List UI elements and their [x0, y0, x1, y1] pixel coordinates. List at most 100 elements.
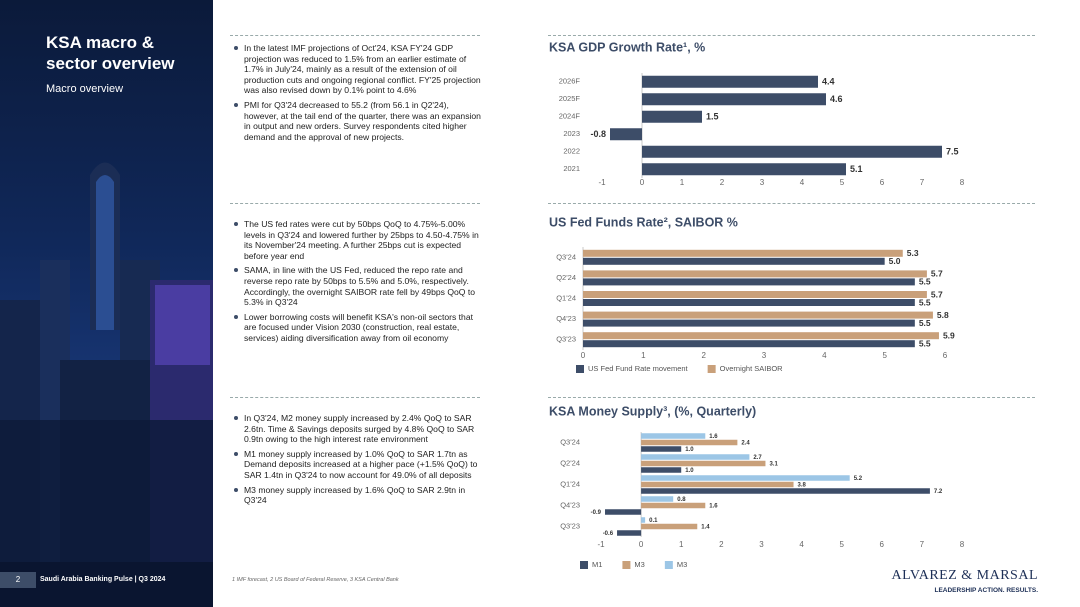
x-tick-label: 6: [880, 178, 885, 187]
legend-label: M1: [592, 560, 602, 569]
value-label: 5.0: [889, 256, 901, 266]
x-tick-label: 4: [800, 178, 805, 187]
bar: [642, 145, 942, 158]
x-tick-label: 3: [760, 178, 765, 187]
tagline: LEADERSHIP ACTION. RESULTS.: [934, 587, 1038, 594]
bar: [641, 502, 706, 509]
bar: [583, 311, 933, 319]
bar: [641, 488, 930, 494]
bar: [641, 446, 682, 452]
logo: ALVAREZ & MARSAL: [891, 568, 1038, 583]
category-label: 2025F: [559, 94, 581, 103]
text-section: The US fed rates were cut by 50bps QoQ t…: [232, 219, 484, 348]
category-label: 2021: [563, 164, 580, 173]
category-label: Q4'23: [560, 500, 580, 509]
bullet: The US fed rates were cut by 50bps QoQ t…: [234, 219, 484, 261]
value-label: 5.2: [854, 476, 863, 482]
legend-label: M3: [634, 560, 644, 569]
bar: [605, 509, 642, 515]
x-tick-label: 6: [880, 540, 885, 549]
category-label: Q1'24: [556, 293, 576, 302]
value-label: 5.9: [943, 330, 955, 340]
value-label: 4.4: [822, 77, 835, 87]
value-label: 5.5: [919, 318, 931, 328]
report-name: Saudi Arabia Banking Pulse | Q3 2024: [40, 576, 166, 583]
x-tick-label: 5: [839, 540, 844, 549]
category-label: Q2'24: [560, 458, 580, 467]
x-tick-label: 2: [701, 351, 706, 360]
value-label: 1.0: [685, 447, 694, 453]
chart-title: US Fed Funds Rate², SAIBOR %: [549, 215, 738, 229]
bar: [641, 439, 738, 446]
bar: [642, 163, 846, 176]
bullet: Lower borrowing costs will benefit KSA's…: [234, 312, 484, 344]
separator: [548, 35, 1035, 36]
category-label: Q2'24: [556, 273, 576, 282]
text-section: In the latest IMF projections of Oct'24,…: [232, 43, 484, 146]
x-tick-label: 5: [840, 178, 845, 187]
separator: [230, 397, 480, 398]
bar: [641, 433, 706, 439]
bar: [583, 249, 903, 257]
bar: [642, 75, 818, 88]
bullet: M3 money supply increased by 1.6% QoQ to…: [234, 485, 484, 506]
footnote: 1 IMF forecast, 2 US Board of Federal Re…: [232, 577, 399, 583]
legend-swatch: [622, 561, 631, 569]
category-label: 2023: [563, 129, 580, 138]
value-label: -0.6: [603, 531, 614, 537]
value-label: -0.8: [590, 129, 606, 139]
city-image: [0, 0, 213, 607]
x-tick-label: -1: [598, 178, 606, 187]
x-tick-label: 8: [960, 540, 965, 549]
separator: [230, 203, 480, 204]
category-label: Q3'24: [560, 437, 580, 446]
value-label: 5.5: [919, 297, 931, 307]
value-label: 1.4: [701, 525, 710, 531]
bar: [617, 530, 642, 536]
x-tick-label: 0: [640, 178, 645, 187]
x-tick-label: 7: [920, 178, 925, 187]
value-label: 0.8: [677, 497, 686, 503]
bar: [641, 460, 766, 467]
legend-label: US Fed Fund Rate movement: [588, 364, 689, 373]
legend-swatch: [576, 365, 584, 373]
legend-label: M3: [677, 560, 687, 569]
value-label: -0.9: [591, 510, 602, 516]
category-label: 2026F: [559, 77, 581, 86]
page-number: 2: [0, 572, 36, 588]
value-label: 2.7: [753, 455, 762, 461]
bar: [642, 110, 702, 123]
value-label: 5.5: [919, 277, 931, 287]
x-tick-label: 6: [943, 351, 948, 360]
value-label: 7.5: [946, 147, 959, 157]
bar: [641, 475, 850, 481]
bar: [641, 523, 698, 530]
x-tick-label: 8: [960, 178, 965, 187]
category-label: Q4'23: [556, 314, 576, 323]
value-label: 2.4: [741, 441, 750, 447]
x-tick-label: 4: [822, 351, 827, 360]
category-label: Q3'23: [560, 521, 580, 530]
bullet: SAMA, in line with the US Fed, reduced t…: [234, 265, 484, 307]
bar: [583, 257, 885, 265]
sidebar-title: KSA macro & sector overview: [46, 33, 175, 73]
sidebar-subtitle: Macro overview: [46, 83, 124, 95]
bar: [583, 332, 939, 340]
value-label: 1.0: [685, 468, 694, 474]
bullet: In the latest IMF projections of Oct'24,…: [234, 43, 484, 96]
text-section: In Q3'24, M2 money supply increased by 2…: [232, 413, 484, 510]
category-label: Q3'23: [556, 335, 576, 344]
x-tick-label: 5: [882, 351, 887, 360]
value-label: 5.7: [931, 289, 943, 299]
separator: [548, 397, 1035, 398]
legend-swatch: [707, 365, 716, 373]
bar: [641, 454, 750, 460]
value-label: 1.6: [709, 434, 718, 440]
chart-title: KSA Money Supply³, (%, Quarterly): [549, 404, 756, 418]
category-label: Q1'24: [560, 479, 580, 488]
x-tick-label: 7: [920, 540, 925, 549]
x-tick-label: 4: [799, 540, 804, 549]
value-label: 3.1: [769, 462, 778, 468]
value-label: 5.1: [850, 164, 863, 174]
